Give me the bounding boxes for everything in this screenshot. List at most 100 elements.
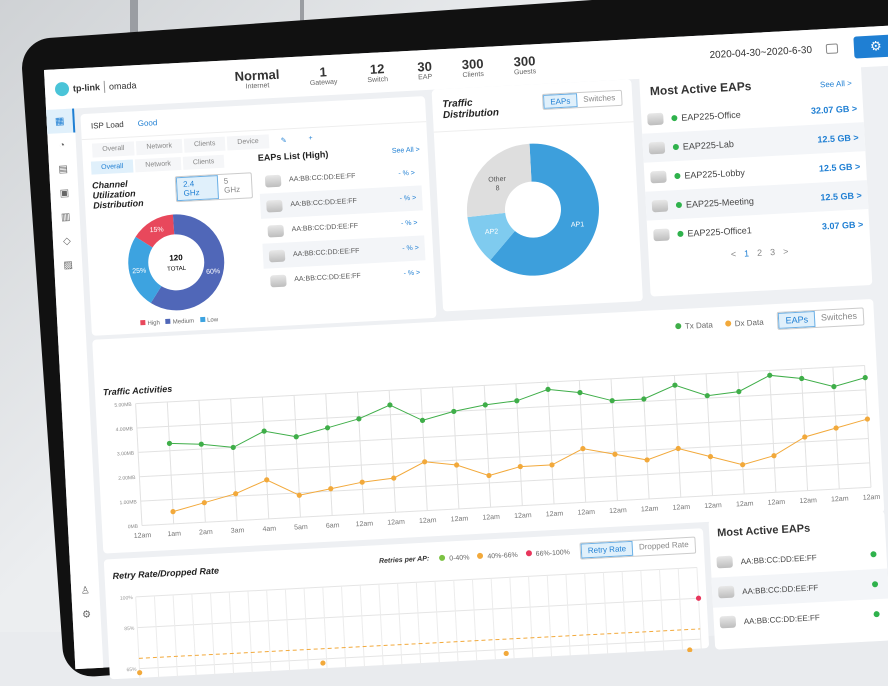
data-point[interactable] bbox=[261, 428, 267, 434]
data-point[interactable] bbox=[545, 386, 551, 392]
user-icon[interactable]: ♙ bbox=[80, 584, 91, 597]
date-range-picker[interactable]: 2020-04-30~2020-6-30 bbox=[709, 44, 813, 61]
data-point[interactable] bbox=[862, 375, 868, 381]
data-point[interactable] bbox=[293, 434, 299, 440]
data-point[interactable] bbox=[802, 434, 808, 440]
data-point[interactable] bbox=[233, 491, 239, 497]
data-point[interactable] bbox=[577, 389, 583, 396]
data-point[interactable] bbox=[201, 500, 207, 506]
data-point[interactable] bbox=[833, 425, 839, 431]
next-page-icon[interactable]: > bbox=[782, 246, 789, 257]
tab-overall[interactable]: Overall bbox=[91, 141, 135, 158]
data-point[interactable] bbox=[170, 509, 176, 515]
data-point[interactable] bbox=[486, 472, 492, 479]
statistics-icon[interactable]: ◔ bbox=[58, 139, 66, 151]
data-point[interactable] bbox=[230, 444, 236, 451]
eap-traffic[interactable]: 32.07 GB > bbox=[810, 103, 858, 116]
tab-eaps[interactable]: EAPs bbox=[542, 93, 578, 109]
page-1[interactable]: 1 bbox=[743, 248, 750, 259]
data-point[interactable] bbox=[672, 382, 678, 388]
tab-clients[interactable]: Clients bbox=[182, 154, 225, 170]
tab-switches[interactable]: Switches bbox=[583, 93, 616, 104]
tab-device[interactable]: Device bbox=[227, 134, 270, 151]
data-point[interactable] bbox=[454, 462, 460, 468]
data-point[interactable] bbox=[695, 595, 702, 601]
data-point[interactable] bbox=[328, 486, 334, 492]
eap-traffic[interactable]: 12.5 GB > bbox=[817, 131, 859, 145]
slice-high[interactable] bbox=[134, 214, 175, 248]
data-point[interactable] bbox=[166, 440, 173, 447]
data-point[interactable] bbox=[707, 454, 714, 460]
edit-icon[interactable]: ✎ bbox=[280, 137, 287, 145]
prev-page-icon[interactable]: < bbox=[730, 249, 737, 260]
data-point[interactable] bbox=[137, 670, 143, 676]
add-icon[interactable]: + bbox=[308, 135, 313, 143]
page-2[interactable]: 2 bbox=[756, 247, 763, 258]
data-point[interactable] bbox=[517, 463, 523, 470]
insight-icon[interactable]: ▥ bbox=[60, 211, 71, 223]
tab-eaps[interactable]: EAPs bbox=[778, 310, 816, 329]
slice-ap2[interactable] bbox=[467, 212, 516, 261]
tab-5-ghz[interactable]: 5 GHz bbox=[223, 176, 241, 195]
map-icon[interactable]: ▤ bbox=[58, 163, 69, 175]
data-point[interactable] bbox=[771, 453, 777, 459]
dashboard-icon[interactable]: ▦ bbox=[46, 108, 76, 134]
data-point[interactable] bbox=[831, 384, 837, 390]
reports-icon[interactable]: ▨ bbox=[63, 259, 74, 271]
eap-utilization[interactable]: - % > bbox=[402, 244, 420, 253]
eap-traffic[interactable]: 12.5 GB > bbox=[818, 160, 861, 174]
clients-icon[interactable]: ▣ bbox=[59, 187, 70, 199]
data-point[interactable] bbox=[482, 402, 488, 408]
tab-network[interactable]: Network bbox=[136, 138, 183, 156]
data-point[interactable] bbox=[767, 372, 773, 378]
settings-icon[interactable]: ⚙ bbox=[81, 608, 92, 621]
data-point[interactable] bbox=[644, 457, 650, 463]
tab-retry-rate[interactable]: Retry Rate bbox=[580, 540, 634, 559]
data-point[interactable] bbox=[864, 416, 870, 422]
data-point[interactable] bbox=[549, 462, 555, 468]
data-point[interactable] bbox=[580, 446, 586, 452]
data-point[interactable] bbox=[609, 398, 615, 404]
slice-other[interactable] bbox=[464, 143, 534, 218]
tab-dropped-rate[interactable]: Dropped Rate bbox=[638, 539, 689, 552]
data-point[interactable] bbox=[740, 462, 746, 468]
data-point[interactable] bbox=[451, 408, 457, 415]
slice-ap1[interactable] bbox=[484, 140, 602, 278]
data-point[interactable] bbox=[503, 650, 509, 657]
data-point[interactable] bbox=[324, 425, 331, 431]
eap-traffic[interactable]: 12.5 GB > bbox=[820, 189, 862, 203]
tab-clients[interactable]: Clients bbox=[183, 136, 226, 153]
eap-utilization[interactable]: - % > bbox=[398, 169, 416, 178]
data-point[interactable] bbox=[387, 402, 393, 408]
calendar-icon[interactable] bbox=[825, 43, 839, 55]
data-point[interactable] bbox=[799, 375, 805, 382]
eap-traffic[interactable]: 3.07 GB > bbox=[821, 218, 864, 231]
data-point[interactable] bbox=[356, 416, 362, 422]
tab-2-4-ghz[interactable]: 2.4 GHz bbox=[175, 175, 219, 202]
slice-low[interactable] bbox=[127, 236, 162, 304]
slice-medium[interactable] bbox=[146, 212, 226, 312]
data-point[interactable] bbox=[687, 647, 693, 653]
data-point[interactable] bbox=[514, 398, 520, 404]
log-icon[interactable]: ◇ bbox=[62, 235, 72, 247]
data-point[interactable] bbox=[612, 451, 618, 457]
settings-button[interactable]: ⚙ bbox=[853, 34, 888, 59]
logo[interactable]: tp-link omada bbox=[45, 75, 196, 97]
data-point[interactable] bbox=[198, 441, 204, 447]
data-point[interactable] bbox=[675, 445, 681, 452]
see-all-link[interactable]: See All > bbox=[391, 145, 420, 155]
eap-utilization[interactable]: - % > bbox=[403, 269, 421, 278]
data-point[interactable] bbox=[736, 388, 742, 395]
data-point[interactable] bbox=[320, 660, 326, 666]
data-point[interactable] bbox=[296, 492, 302, 498]
see-all-link[interactable]: See All > bbox=[819, 78, 853, 90]
data-point[interactable] bbox=[422, 459, 428, 465]
data-point[interactable] bbox=[641, 396, 647, 402]
tab-network[interactable]: Network bbox=[134, 156, 182, 173]
data-point[interactable] bbox=[704, 393, 710, 399]
data-point[interactable] bbox=[359, 479, 365, 485]
data-point[interactable] bbox=[264, 477, 270, 483]
tab-switches[interactable]: Switches bbox=[820, 310, 858, 323]
data-point[interactable] bbox=[391, 475, 397, 481]
eap-utilization[interactable]: - % > bbox=[400, 219, 418, 228]
